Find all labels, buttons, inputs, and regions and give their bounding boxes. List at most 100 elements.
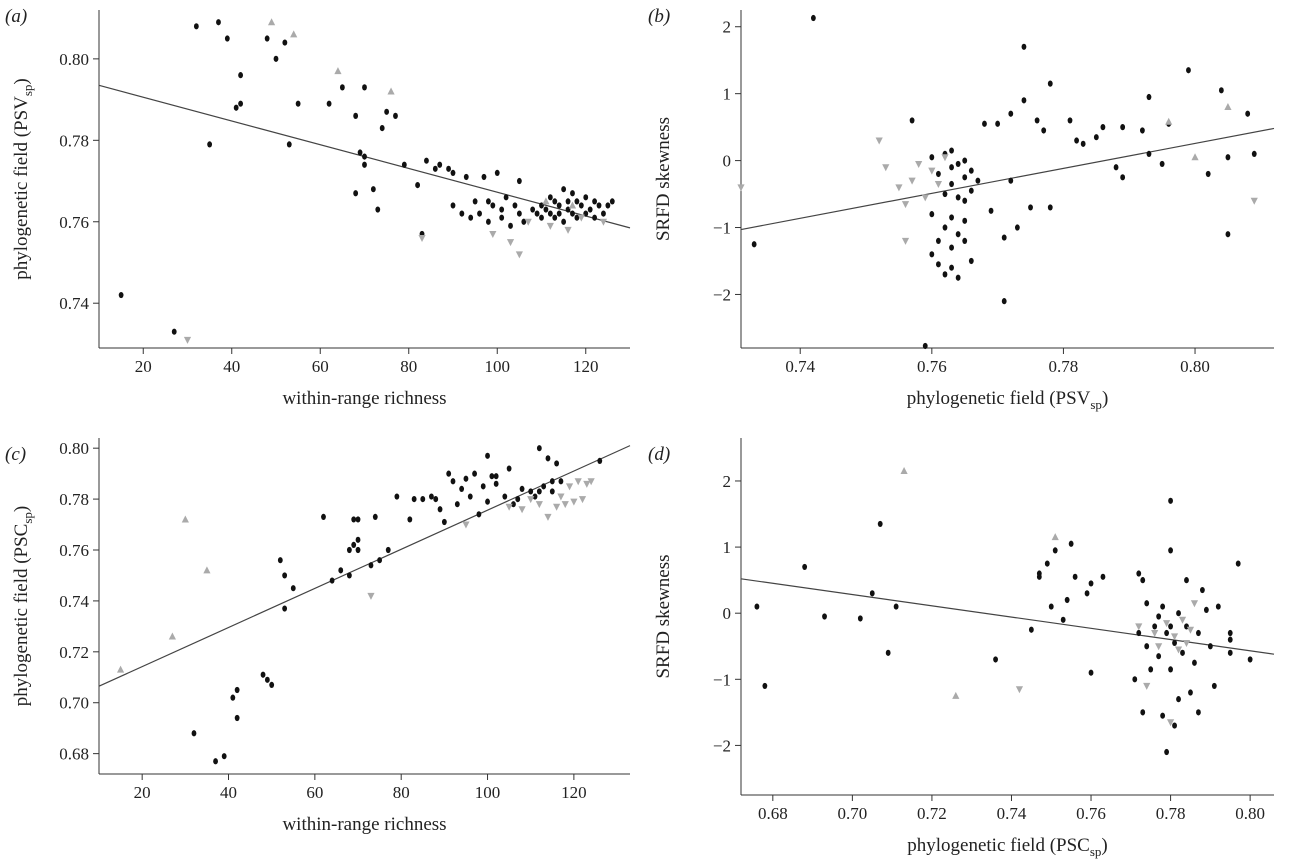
- data-point: [221, 753, 227, 760]
- data-point: [554, 460, 560, 467]
- data-point: [1068, 540, 1074, 547]
- data-point: [1144, 643, 1150, 650]
- data-point: [1120, 174, 1126, 181]
- data-point: [1052, 547, 1058, 554]
- data-point: [321, 513, 326, 521]
- data-point: [810, 14, 816, 22]
- data-point: [1205, 170, 1211, 178]
- data-point: [118, 291, 124, 299]
- data-point: [1196, 709, 1201, 716]
- data-point: [549, 478, 555, 485]
- data-point: [394, 493, 400, 500]
- data-point: [467, 493, 473, 500]
- data-point: [506, 465, 512, 472]
- y-tick-label: 0.80: [59, 439, 89, 458]
- data-point: [1156, 613, 1162, 620]
- data-point: [1227, 649, 1233, 656]
- data-point: [264, 676, 270, 683]
- data-point: [955, 231, 961, 238]
- data-point: [1034, 117, 1040, 124]
- data-point: [541, 483, 547, 490]
- data-point: [463, 173, 469, 181]
- data-point: [1218, 87, 1224, 94]
- data-point: [1235, 560, 1241, 567]
- data-point: [472, 198, 478, 205]
- y-axis-label: SRFD skewness: [653, 117, 674, 241]
- data-point-down-triangle: [518, 506, 526, 514]
- data-point-down-triangle: [587, 478, 595, 486]
- data-point: [1192, 659, 1197, 666]
- data-point: [909, 117, 915, 124]
- data-point: [532, 493, 538, 500]
- data-point: [561, 186, 567, 193]
- data-point: [362, 161, 367, 168]
- data-point: [857, 615, 863, 622]
- data-point: [1245, 110, 1251, 117]
- data-point-down-triangle: [574, 478, 582, 486]
- data-point-down-triangle: [882, 164, 890, 172]
- data-point: [1188, 689, 1193, 696]
- data-point: [329, 577, 335, 584]
- data-point: [375, 206, 381, 213]
- data-point: [1008, 110, 1014, 117]
- data-point: [357, 149, 363, 156]
- data-point: [379, 124, 385, 132]
- data-point: [385, 546, 391, 554]
- data-point: [472, 470, 477, 477]
- data-point: [282, 605, 288, 612]
- data-point: [1168, 497, 1173, 504]
- data-point: [481, 173, 487, 181]
- y-tick-label: 0.70: [59, 694, 89, 713]
- data-point: [362, 84, 367, 91]
- data-point: [1164, 629, 1170, 637]
- x-axis-label: within-range richness: [282, 814, 446, 835]
- y-tick-label: −2: [713, 285, 731, 304]
- panel-label: (b): [648, 6, 670, 27]
- data-point: [286, 141, 292, 148]
- data-point: [502, 493, 508, 500]
- data-point: [1001, 298, 1007, 305]
- data-point: [480, 483, 486, 490]
- data-point: [561, 218, 567, 225]
- data-point: [578, 202, 584, 209]
- data-point: [1088, 580, 1094, 587]
- data-point: [362, 153, 367, 160]
- data-point: [1120, 124, 1126, 131]
- data-point: [377, 557, 383, 564]
- data-point: [565, 198, 571, 205]
- data-point: [503, 194, 509, 201]
- data-point-down-triangle: [1250, 197, 1258, 205]
- data-point: [1152, 623, 1158, 630]
- data-point-down-triangle: [1174, 646, 1183, 654]
- data-point-up-triangle: [168, 632, 176, 640]
- panel-d: 0.68 0.70 0.72 0.74 0.76 0.78 0.80 −2 −1 0 1 2 phylo…: [648, 438, 1275, 859]
- x-axis-label: within-range richness: [282, 388, 446, 409]
- data-point: [516, 210, 522, 217]
- data-point: [437, 161, 443, 168]
- regression-line: [740, 127, 1275, 231]
- x-tick-label: 0.80: [1235, 804, 1265, 823]
- data-point: [1176, 696, 1181, 703]
- data-point: [260, 671, 266, 678]
- data-point: [393, 112, 398, 119]
- data-point: [1113, 164, 1119, 171]
- y-tick-label: 2: [723, 472, 732, 491]
- data-point-down-triangle: [418, 235, 426, 243]
- x-tick-label: 120: [561, 783, 587, 802]
- data-point: [1047, 80, 1053, 87]
- data-point: [822, 613, 827, 620]
- data-point: [490, 202, 496, 209]
- data-point-down-triangle: [524, 218, 532, 226]
- data-point: [446, 470, 452, 477]
- data-point: [171, 328, 177, 335]
- data-point: [975, 177, 981, 184]
- data-point: [955, 194, 961, 201]
- data-point-down-triangle: [901, 237, 910, 245]
- data-point-up-triangle: [203, 566, 211, 574]
- data-point: [446, 165, 451, 172]
- data-point: [193, 23, 199, 30]
- data-point-down-triangle: [462, 521, 470, 529]
- data-point: [1168, 623, 1173, 630]
- data-point: [869, 590, 875, 597]
- x-tick-label: 80: [400, 357, 417, 376]
